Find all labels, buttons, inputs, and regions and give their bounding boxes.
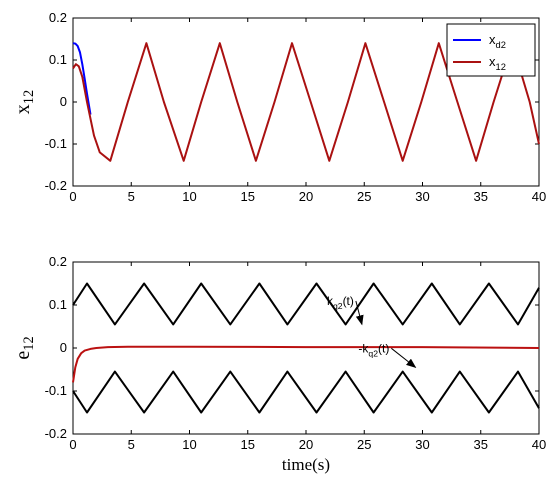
series-line-1 bbox=[72, 42, 540, 162]
y-tick-label: 0.1 bbox=[49, 297, 67, 312]
y-axis-label: e12 bbox=[12, 336, 37, 359]
x-tick-label: 0 bbox=[69, 189, 76, 204]
y-axis-label: x12 bbox=[12, 90, 37, 114]
x-tick-label: 25 bbox=[357, 437, 371, 452]
y-tick-label: -0.1 bbox=[45, 383, 67, 398]
y-tick-label: -0.2 bbox=[45, 426, 67, 441]
legend-label: xd2 bbox=[489, 32, 506, 50]
x-tick-label: 5 bbox=[128, 189, 135, 204]
x-tick-label: 0 bbox=[69, 437, 76, 452]
x-tick-label: 30 bbox=[415, 437, 429, 452]
y-tick-label: 0.1 bbox=[49, 52, 67, 67]
y-tick-label: -0.1 bbox=[45, 136, 67, 151]
annotation-arrow bbox=[391, 347, 417, 368]
x-tick-label: 5 bbox=[128, 437, 135, 452]
x-tick-label: 10 bbox=[182, 189, 196, 204]
y-tick-label: 0.2 bbox=[49, 254, 67, 269]
x-tick-label: 20 bbox=[299, 437, 313, 452]
x-tick-label: 30 bbox=[415, 189, 429, 204]
annotation-label: kq2(t) bbox=[327, 294, 354, 311]
top-panel: 0 5 10 15 20 25 30 35 40 0.2 0.1 0 -0.1 -0.2 x12 xd2 x12 bbox=[12, 10, 546, 204]
series-line-0 bbox=[72, 282, 540, 326]
series-line-2 bbox=[72, 345, 540, 383]
annotation-label: -kq2(t) bbox=[358, 341, 389, 358]
y-tick-label: 0 bbox=[60, 340, 67, 355]
x-tick-label: 15 bbox=[241, 189, 255, 204]
legend-label: x12 bbox=[489, 54, 506, 72]
x-tick-label: 10 bbox=[182, 437, 196, 452]
y-tick-label: 0 bbox=[60, 94, 67, 109]
x-tick-label: 25 bbox=[357, 189, 371, 204]
x-axis-label: time(s) bbox=[282, 455, 330, 474]
x-tick-label: 15 bbox=[241, 437, 255, 452]
annotation-arrow bbox=[355, 300, 364, 326]
x-tick-label: 20 bbox=[299, 189, 313, 204]
y-tick-label: 0.2 bbox=[49, 10, 67, 25]
x-tick-label: 40 bbox=[532, 437, 546, 452]
series-line-1 bbox=[72, 370, 540, 414]
x-tick-label: 35 bbox=[474, 189, 488, 204]
bottom-panel: 0 5 10 15 20 25 30 35 40 0.2 0.1 0 -0.1 -0.2 e12 time(s… bbox=[12, 254, 546, 474]
x-tick-label: 40 bbox=[532, 189, 546, 204]
legend-box bbox=[446, 23, 536, 77]
y-tick-label: -0.2 bbox=[45, 178, 67, 193]
x-tick-label: 35 bbox=[474, 437, 488, 452]
series-line-0 bbox=[72, 42, 92, 115]
